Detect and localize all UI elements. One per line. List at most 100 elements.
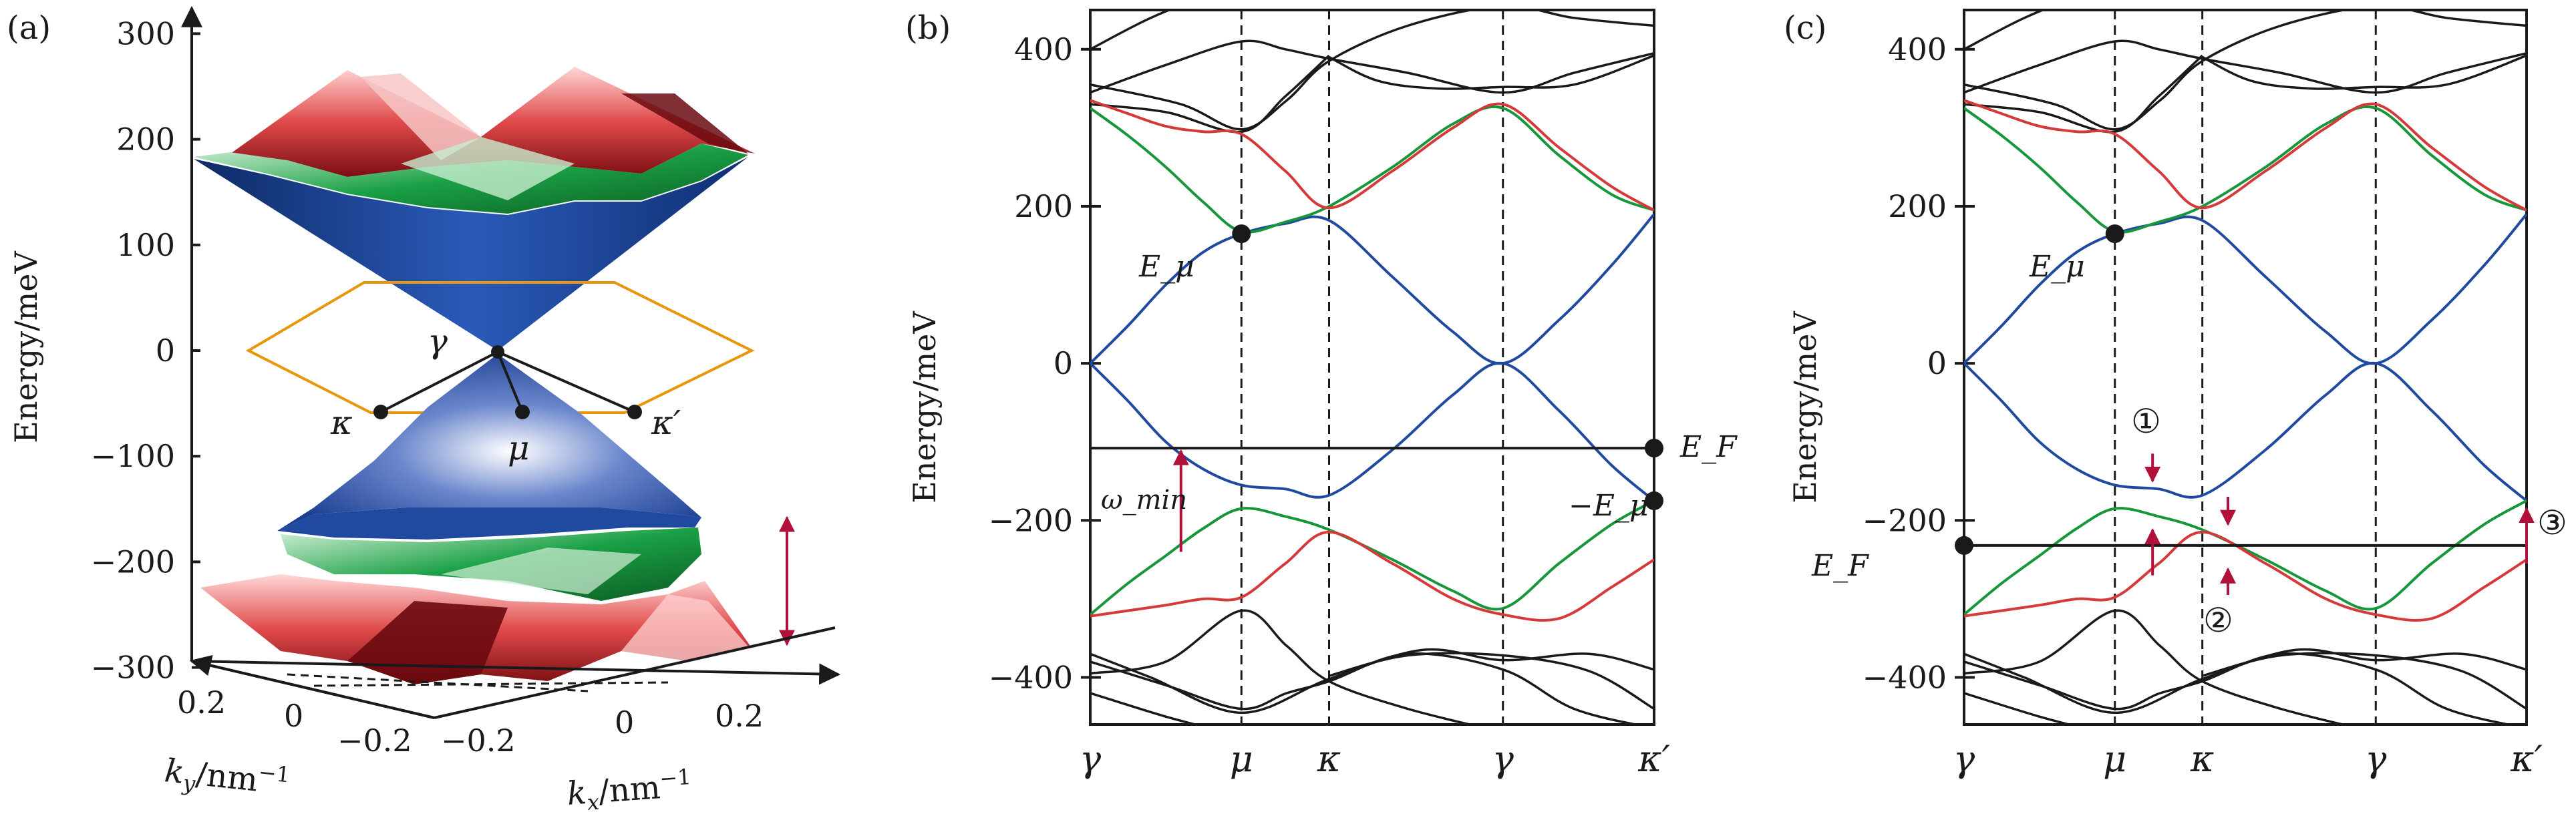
panel-b: (b) Energy/meV 400 200 0 −200 −400 γ μ κ γ κ′ E_μ… xyxy=(905,9,1738,780)
a-ytick-label: 300 xyxy=(116,15,175,51)
b-xtick-label: γ xyxy=(1492,738,1514,780)
c-band-blue-upper xyxy=(1964,213,2527,365)
c-ytick-label: −200 xyxy=(1863,502,1947,538)
b-xtick-label: κ xyxy=(1317,738,1341,780)
c-band-black xyxy=(2201,54,2527,90)
a-kappa-prime-label: κ′ xyxy=(651,403,681,442)
c-ytick-label: 200 xyxy=(1888,188,1947,224)
c-ylabel: Energy/meV xyxy=(1787,311,1823,503)
b-ef-label: E_F xyxy=(1679,430,1738,464)
panel-a: (a) 300 200 100 0 −100 −200 −300 Energy/meV xyxy=(7,5,841,817)
c-mark-3: ③ xyxy=(2537,503,2567,542)
b-omega-min-label: ω_min xyxy=(1101,485,1187,515)
a-ground-dashed-2 xyxy=(313,681,669,687)
b-band-black xyxy=(1090,692,1200,725)
panel-c-label: (c) xyxy=(1784,9,1826,47)
a-yticks: 300 200 100 0 −100 −200 −300 xyxy=(91,15,200,686)
panel-b-label: (b) xyxy=(905,9,951,47)
a-red-upper-highlight xyxy=(361,73,481,160)
a-blue-upper-cone xyxy=(194,157,748,351)
a-ytick-label: −100 xyxy=(91,438,175,474)
c-emu-label: E_μ xyxy=(2029,250,2085,284)
a-brillouin-zone xyxy=(245,281,755,414)
c-xtick-label: γ xyxy=(1953,738,1975,780)
b-ytick-label: 0 xyxy=(1054,345,1073,381)
b-ytick-label: −400 xyxy=(989,659,1073,695)
a-ky-label: ky/nm−1 xyxy=(162,749,291,806)
c-band-black xyxy=(1964,54,2203,134)
c-xtick-label: κ′ xyxy=(2510,738,2543,780)
a-kappa-prime-point xyxy=(627,405,642,419)
b-plot-area: 400 200 0 −200 −400 γ μ κ γ κ′ xyxy=(989,9,1670,780)
b-frame xyxy=(1089,9,1655,726)
c-plot-area: 400 200 0 −200 −400 γ μ κ γ κ′ xyxy=(1863,9,2543,780)
a-mu-label: μ xyxy=(508,429,530,467)
b-band-black xyxy=(1090,10,1172,51)
b-ytick-label: 400 xyxy=(1014,31,1073,67)
c-band-black xyxy=(1964,652,2514,725)
c-xtick-label: μ xyxy=(2103,738,2126,780)
a-red-lower-shadow xyxy=(347,601,508,684)
c-band-green-lower xyxy=(1964,499,2527,616)
b-band-black xyxy=(1090,39,1654,94)
b-emu-label: E_μ xyxy=(1138,250,1194,284)
panel-a-label: (a) xyxy=(7,9,51,47)
b-band-red-lower xyxy=(1090,530,1654,622)
a-ylabel: Energy/meV xyxy=(8,251,44,443)
a-ground-dashed xyxy=(287,673,589,692)
a-kx-tick-2: 0.2 xyxy=(715,698,764,734)
b-band-black xyxy=(1090,652,1641,725)
c-band-black xyxy=(1964,10,2046,51)
c-band-black xyxy=(1964,692,2074,725)
c-xtick-label: γ xyxy=(2365,738,2387,780)
c-ef-point xyxy=(1955,536,1973,555)
a-ky-tick-0: 0.2 xyxy=(177,684,226,720)
c-band-red-upper xyxy=(1964,99,2527,212)
c-mark-1: ① xyxy=(2131,402,2161,441)
b-xtick-label: μ xyxy=(1230,738,1253,780)
a-red-lower-highlight xyxy=(621,594,748,661)
c-emu-point xyxy=(2105,224,2124,244)
b-band-black xyxy=(1090,648,1654,714)
c-mark-2: ② xyxy=(2203,601,2233,640)
a-kx-label: kx/nm−1 xyxy=(566,764,693,817)
a-kx-axis xyxy=(191,660,841,685)
c-band-red-lower xyxy=(1964,530,2527,622)
a-ky-tick-2: −0.2 xyxy=(337,722,412,759)
c-band-blue-lower xyxy=(1964,361,2527,502)
panel-c: (c) Energy/meV 400 200 0 −200 −400 γ μ κ γ κ′ E_μ… xyxy=(1784,9,2567,780)
a-symmetry-lines xyxy=(373,345,642,419)
b-neg-emu-point xyxy=(1645,491,1663,510)
a-ky-axis xyxy=(189,654,435,719)
b-band-black xyxy=(1328,54,1654,90)
b-ytick-label: 200 xyxy=(1014,188,1073,224)
a-ytick-label: −300 xyxy=(91,650,175,686)
b-emu-point xyxy=(1232,224,1251,244)
a-gamma-point xyxy=(491,345,504,359)
b-band-green-upper xyxy=(1090,106,1654,234)
c-frame xyxy=(1963,9,2528,726)
c-ytick-label: −400 xyxy=(1863,659,1947,695)
a-blue-lower-cone xyxy=(277,354,701,531)
a-kx-tick-0: −0.2 xyxy=(441,722,516,759)
b-curves xyxy=(1090,10,1654,725)
c-band-black xyxy=(1964,648,2527,714)
a-kappa-point xyxy=(373,405,388,419)
b-ytick-label: −200 xyxy=(989,502,1073,538)
a-ytick-label: −200 xyxy=(91,544,175,580)
a-red-upper-shadow xyxy=(621,93,748,154)
a-kx-baseline xyxy=(434,626,836,719)
c-ef-label: E_F xyxy=(1811,549,1869,583)
b-band-black xyxy=(1090,609,1475,725)
a-blue-lower-rim xyxy=(277,507,701,540)
a-ytick-label: 100 xyxy=(116,227,175,263)
b-band-red-upper xyxy=(1090,99,1654,212)
a-green-lower-highlight xyxy=(441,548,641,594)
c-band-black xyxy=(1964,10,2527,131)
a-mu-point xyxy=(515,405,530,419)
c-curves xyxy=(1964,10,2527,725)
b-band-blue-lower xyxy=(1090,361,1654,502)
b-neg-emu-label: −E_μ xyxy=(1569,489,1649,523)
c-ytick-label: 400 xyxy=(1888,31,1947,67)
